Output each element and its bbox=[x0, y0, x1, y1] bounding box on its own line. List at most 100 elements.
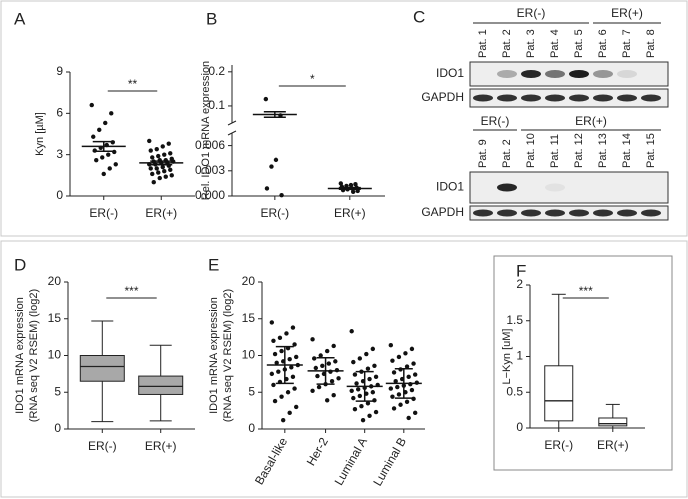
data-point bbox=[269, 164, 274, 169]
y-tick-label: 3 bbox=[56, 147, 63, 161]
data-point bbox=[326, 361, 332, 366]
data-point bbox=[156, 170, 161, 175]
row-label: IDO1 bbox=[436, 66, 464, 80]
data-point bbox=[393, 379, 398, 384]
data-point bbox=[391, 406, 397, 411]
data-point bbox=[269, 371, 275, 377]
blot-band bbox=[617, 70, 637, 78]
lane-label: Pat. 11 bbox=[549, 134, 561, 168]
y-tick-label: 2 bbox=[516, 277, 523, 291]
data-point bbox=[355, 387, 361, 392]
data-point bbox=[269, 320, 275, 325]
data-point bbox=[320, 363, 325, 368]
data-point bbox=[370, 390, 376, 395]
data-point bbox=[351, 359, 356, 365]
x-tick-label: Luminal A bbox=[332, 435, 370, 488]
data-point bbox=[162, 152, 167, 157]
data-point bbox=[292, 386, 297, 391]
blot-band bbox=[545, 70, 565, 78]
data-point bbox=[277, 335, 283, 341]
data-point bbox=[290, 325, 296, 330]
data-point bbox=[293, 404, 299, 410]
data-point bbox=[324, 348, 330, 354]
y-tick-label: 0 bbox=[516, 420, 523, 434]
data-point bbox=[157, 175, 162, 181]
data-point bbox=[412, 372, 418, 377]
box bbox=[138, 375, 184, 395]
data-point bbox=[367, 413, 372, 418]
data-point bbox=[353, 182, 358, 187]
data-point bbox=[148, 148, 153, 153]
y-tick-label: 1 bbox=[516, 349, 523, 363]
data-point bbox=[100, 155, 105, 160]
blot-band bbox=[617, 94, 637, 102]
data-point bbox=[396, 354, 402, 360]
data-point bbox=[272, 398, 278, 404]
data-point bbox=[154, 166, 159, 171]
data-point bbox=[285, 390, 291, 395]
box bbox=[544, 365, 574, 422]
lane-label: Pat. 7 bbox=[621, 29, 633, 58]
data-point bbox=[329, 379, 335, 384]
data-point bbox=[97, 127, 102, 133]
x-tick-label: ER(+) bbox=[145, 439, 177, 453]
data-point bbox=[370, 346, 376, 352]
lane-label: Pat. 13 bbox=[597, 133, 609, 168]
axis-break bbox=[227, 130, 237, 136]
data-point bbox=[169, 173, 174, 178]
data-point bbox=[324, 398, 330, 403]
data-point bbox=[351, 395, 356, 401]
lane-label: Pat. 12 bbox=[573, 133, 585, 168]
lane-label: Pat. 5 bbox=[573, 29, 585, 58]
y-tick-label: 10 bbox=[48, 348, 62, 362]
data-point bbox=[274, 360, 279, 366]
y-tick-label: 20 bbox=[242, 274, 256, 288]
y-tick-label: 0.2 bbox=[208, 64, 225, 78]
y-tick-label: 10 bbox=[242, 348, 256, 362]
data-point bbox=[292, 342, 297, 347]
lane-label: Pat. 1 bbox=[477, 29, 489, 58]
y-tick-label: 0.006 bbox=[195, 138, 225, 152]
group-label: ER(+) bbox=[611, 6, 643, 20]
x-tick-label: ER(-) bbox=[89, 206, 118, 220]
data-point bbox=[166, 141, 171, 146]
lane-label: Pat. 14 bbox=[621, 133, 633, 168]
data-point bbox=[168, 167, 173, 173]
data-point bbox=[289, 365, 294, 370]
y-axis-label: IDO1 mRNA expression bbox=[208, 297, 220, 414]
data-point bbox=[352, 372, 358, 377]
data-point bbox=[367, 376, 372, 382]
y-tick-label: 0 bbox=[248, 421, 255, 435]
data-point bbox=[109, 111, 114, 116]
data-point bbox=[373, 374, 379, 380]
data-point bbox=[390, 358, 395, 363]
y-tick-label: 15 bbox=[48, 311, 62, 325]
data-point bbox=[310, 337, 315, 342]
data-point bbox=[271, 382, 276, 388]
data-point bbox=[113, 162, 118, 167]
data-point bbox=[264, 186, 270, 191]
blot-band bbox=[497, 94, 517, 102]
y-tick-label: 1.5 bbox=[506, 313, 523, 327]
blot-band bbox=[545, 209, 565, 217]
y-tick-label: 0.1 bbox=[208, 98, 225, 112]
y-axis-label: Rel. IDO1 mRNA expression bbox=[200, 61, 212, 200]
data-point bbox=[412, 410, 418, 416]
x-tick-label: ER(+) bbox=[597, 438, 629, 452]
data-point bbox=[280, 417, 286, 423]
data-point bbox=[313, 365, 319, 371]
data-point bbox=[373, 409, 379, 415]
data-point bbox=[350, 189, 356, 194]
panel-letter: A bbox=[14, 9, 26, 28]
x-tick-label: ER(+) bbox=[145, 206, 177, 220]
blot-band bbox=[473, 209, 493, 217]
blot-band bbox=[569, 70, 589, 78]
panel-letter: E bbox=[208, 255, 219, 274]
panel-frame bbox=[0, 0, 688, 237]
data-point bbox=[290, 374, 296, 380]
x-tick-label: Luminal B bbox=[370, 435, 409, 488]
lane-label: Pat. 10 bbox=[525, 133, 537, 168]
data-point bbox=[310, 388, 315, 393]
data-point bbox=[406, 415, 411, 421]
data-point bbox=[156, 153, 161, 159]
